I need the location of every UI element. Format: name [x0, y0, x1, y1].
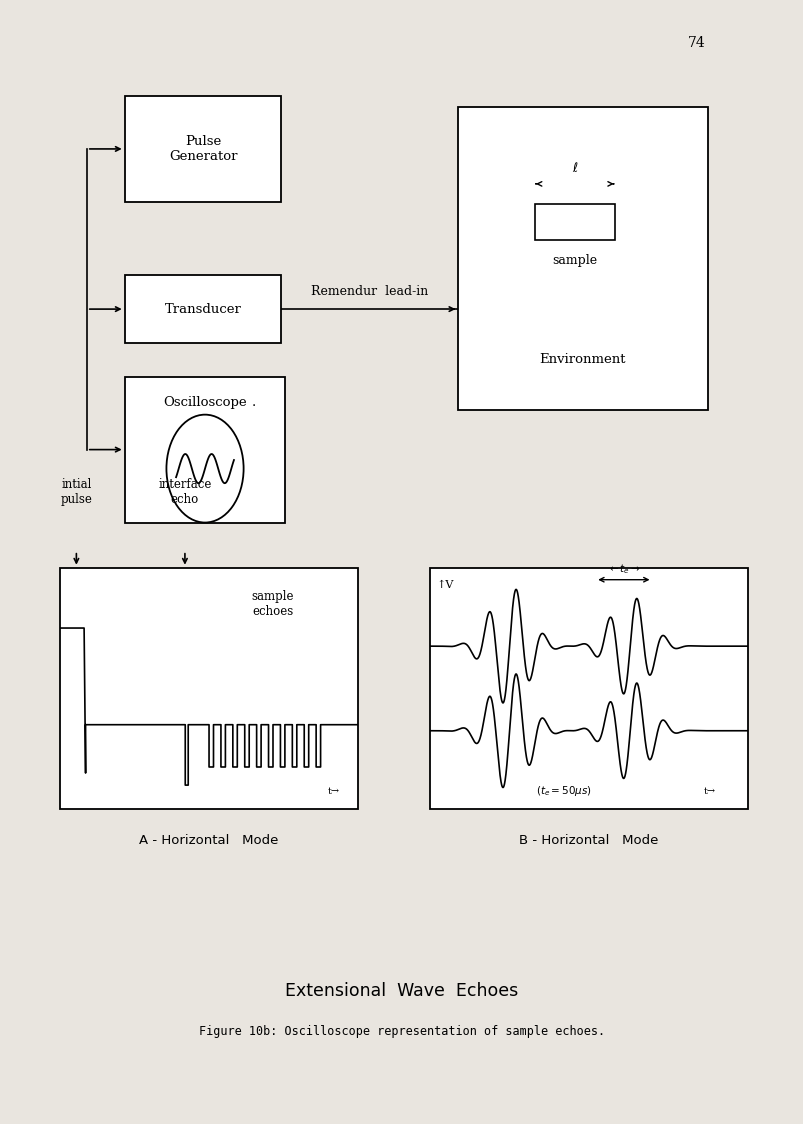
- Bar: [534, 205, 614, 241]
- Bar: [430, 568, 747, 809]
- Text: 74: 74: [687, 36, 704, 51]
- Bar: [458, 107, 707, 410]
- Text: interface
echo: interface echo: [158, 478, 211, 506]
- Text: Pulse
Generator: Pulse Generator: [169, 135, 237, 163]
- Text: Remendur  lead-in: Remendur lead-in: [311, 284, 428, 298]
- Text: Transducer: Transducer: [165, 302, 241, 316]
- Bar: [124, 275, 281, 343]
- Text: Figure 10b: Oscilloscope representation of sample echoes.: Figure 10b: Oscilloscope representation …: [198, 1025, 605, 1039]
- Bar: [124, 96, 281, 202]
- Text: A - Horizontal   Mode: A - Horizontal Mode: [139, 834, 279, 847]
- Text: sample
echoes: sample echoes: [251, 590, 293, 618]
- Text: Extensional  Wave  Echoes: Extensional Wave Echoes: [285, 982, 518, 1000]
- Text: B - Horizontal   Mode: B - Horizontal Mode: [519, 834, 658, 847]
- Text: intial
pulse: intial pulse: [60, 478, 92, 506]
- Text: sample: sample: [552, 254, 597, 266]
- Text: Oscilloscope: Oscilloscope: [163, 397, 247, 409]
- Text: .: .: [251, 397, 255, 409]
- Text: Figure 10a: Pulse-echo modulus set-up.: Figure 10a: Pulse-echo modulus set-up.: [74, 602, 358, 616]
- Text: Environment: Environment: [539, 353, 626, 366]
- Text: $\ell$: $\ell$: [571, 161, 577, 175]
- Bar: [60, 568, 357, 809]
- Bar: [124, 377, 285, 523]
